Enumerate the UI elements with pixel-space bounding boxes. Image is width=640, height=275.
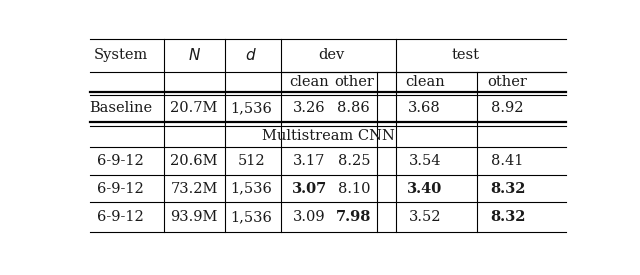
Text: 7.98: 7.98: [336, 210, 371, 224]
Text: dev: dev: [318, 48, 344, 62]
Text: 1,536: 1,536: [230, 210, 272, 224]
Text: 1,536: 1,536: [230, 182, 272, 196]
Text: 6-9-12: 6-9-12: [97, 182, 144, 196]
Text: 3.68: 3.68: [408, 101, 441, 115]
Text: $d$: $d$: [245, 47, 257, 63]
Text: 3.52: 3.52: [408, 210, 441, 224]
Text: 6-9-12: 6-9-12: [97, 154, 144, 168]
Text: 20.7M: 20.7M: [170, 101, 218, 115]
Text: other: other: [488, 75, 527, 89]
Text: 8.32: 8.32: [490, 182, 525, 196]
Text: 8.25: 8.25: [337, 154, 370, 168]
Text: 3.40: 3.40: [407, 182, 442, 196]
Text: clean: clean: [289, 75, 329, 89]
Text: 3.09: 3.09: [293, 210, 326, 224]
Text: 8.86: 8.86: [337, 101, 370, 115]
Text: 8.32: 8.32: [490, 210, 525, 224]
Text: 3.54: 3.54: [408, 154, 441, 168]
Text: 6-9-12: 6-9-12: [97, 210, 144, 224]
Text: System: System: [93, 48, 148, 62]
Text: Multistream CNN: Multistream CNN: [262, 129, 394, 143]
Text: 8.41: 8.41: [492, 154, 524, 168]
Text: 20.6M: 20.6M: [170, 154, 218, 168]
Text: 93.9M: 93.9M: [170, 210, 218, 224]
Text: 512: 512: [237, 154, 265, 168]
Text: 3.26: 3.26: [293, 101, 326, 115]
Text: other: other: [334, 75, 374, 89]
Text: test: test: [452, 48, 480, 62]
Text: 73.2M: 73.2M: [170, 182, 218, 196]
Text: 8.92: 8.92: [492, 101, 524, 115]
Text: 3.07: 3.07: [292, 182, 327, 196]
Text: 8.10: 8.10: [337, 182, 370, 196]
Text: $N$: $N$: [188, 47, 200, 63]
Text: clean: clean: [405, 75, 445, 89]
Text: 3.17: 3.17: [293, 154, 325, 168]
Text: 1,536: 1,536: [230, 101, 272, 115]
Text: Baseline: Baseline: [89, 101, 152, 115]
